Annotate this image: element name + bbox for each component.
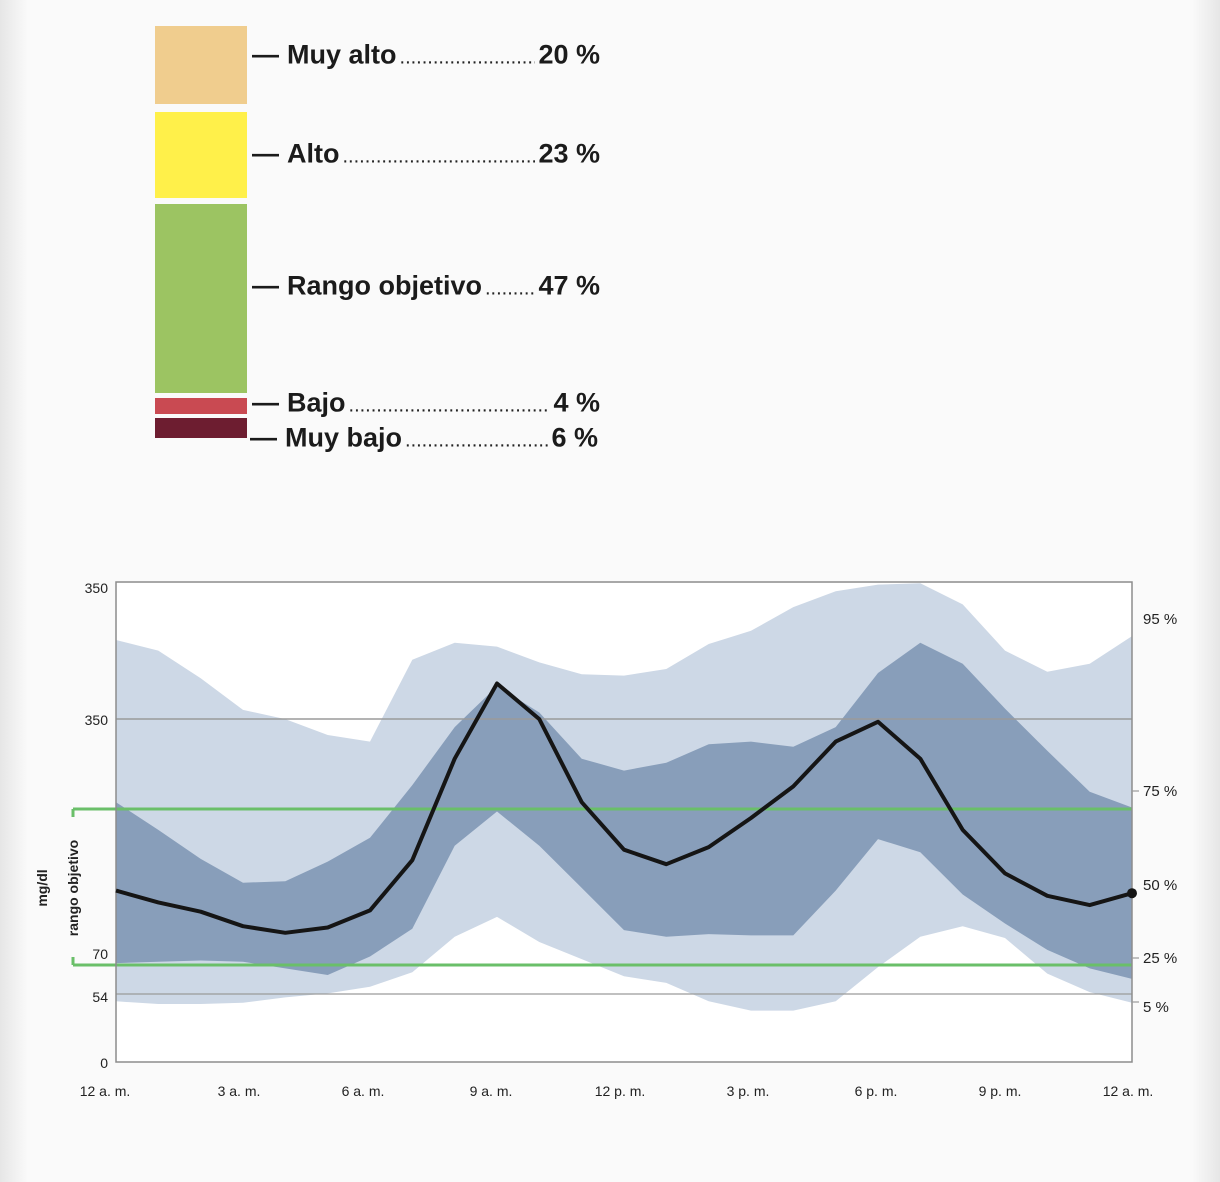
page-edge-left [0,0,28,1182]
range-label: Muy bajo [285,422,403,453]
leader-dash: — [250,422,277,453]
leader-dash: — [252,39,279,70]
time-in-ranges: — Muy alto .............................… [0,0,700,470]
x-tick-label: 12 a. m. [80,1083,131,1099]
y-tick-label: 70 [92,946,108,962]
segment-very-low [155,418,247,438]
y-tick-label: 0 [100,1055,108,1071]
range-row-very-low: — Muy bajo .............................… [250,422,598,453]
dot-leader: ........................................… [405,430,549,451]
x-tick-label: 9 a. m. [470,1083,513,1099]
leader-dash: — [252,138,279,169]
page-edge-right [1192,0,1220,1182]
segment-very-high [155,26,247,104]
y-tick-label: 350 [85,712,109,728]
plot-frame [115,581,1133,1063]
x-tick-label: 6 p. m. [855,1083,898,1099]
percentile-label-5: 5 % [1143,999,1169,1016]
x-tick-label: 12 p. m. [595,1083,646,1099]
agp-chart: 350 350 70 54 0 mg/dl rango objetivo 95 … [34,580,1177,1099]
range-label: Alto [287,138,340,169]
y-tick-label: 54 [92,989,108,1005]
percentile-label-95: 95 % [1143,611,1177,628]
range-value: 6 % [551,422,598,453]
leader-dash: — [252,387,279,418]
range-row-very-high: — Muy alto .............................… [252,39,600,70]
range-label: Rango objetivo [287,270,482,301]
median-line [115,681,1133,935]
range-value: 47 % [538,270,600,301]
median-end-dot [1127,888,1137,899]
x-tick-label: 3 p. m. [727,1083,770,1099]
y-axis-title: mg/dl [34,869,50,906]
dot-leader: ........................................… [485,278,536,299]
range-value: 20 % [538,39,600,70]
leader-dash: — [252,270,279,301]
x-tick-label: 12 a. m. [1103,1083,1154,1099]
range-value: 4 % [553,387,600,418]
percentile-label-75: 75 % [1143,783,1177,800]
range-label: Bajo [287,387,346,418]
target-range-label: rango objetivo [65,840,81,936]
percentile-label-50: 50 % [1143,877,1177,894]
band-25-75 [116,642,1132,979]
range-label: Muy alto [287,39,397,70]
segment-low [155,398,247,414]
dot-leader: ........................................… [399,47,536,68]
x-tick-label: 6 a. m. [342,1083,385,1099]
range-value: 23 % [538,138,600,169]
dot-leader: ........................................… [348,395,551,416]
x-tick-label: 3 a. m. [218,1083,261,1099]
segment-high [155,112,247,198]
range-row-low: — Bajo .................................… [252,387,600,418]
y-tick-label: 350 [85,580,109,596]
range-row-high: — Alto .................................… [252,138,600,169]
range-row-target: — Rango objetivo .......................… [252,270,600,301]
x-tick-label: 9 p. m. [979,1083,1022,1099]
dot-leader: ........................................… [342,146,535,167]
percentile-label-25: 25 % [1143,950,1177,967]
segment-target [155,204,247,393]
